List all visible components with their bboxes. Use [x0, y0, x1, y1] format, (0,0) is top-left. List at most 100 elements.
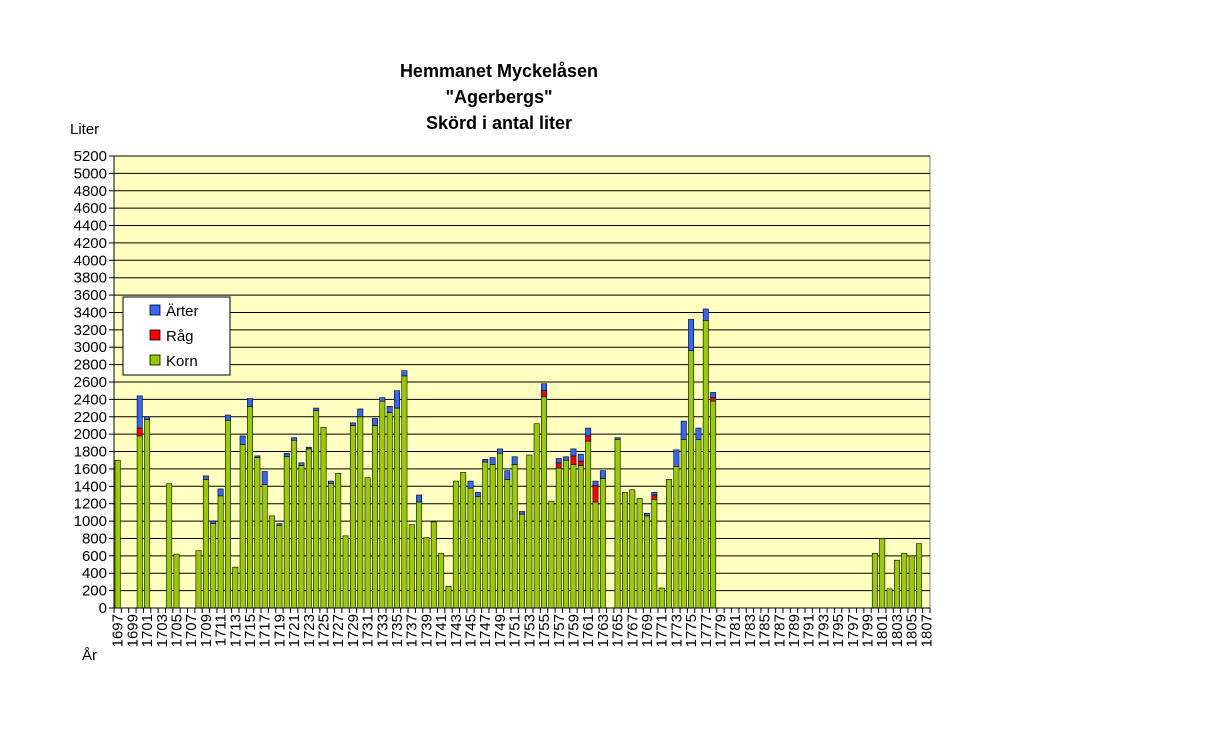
x-tick-label: 1735	[389, 614, 406, 647]
x-tick-label: 1729	[345, 614, 362, 647]
x-tick-label: 1723	[301, 614, 318, 647]
bar-1748	[489, 457, 496, 609]
bar-segment-korn	[570, 464, 577, 609]
bar-segment-korn	[629, 489, 636, 609]
bar-segment-korn	[305, 448, 312, 609]
bar-1741	[438, 552, 445, 609]
bar-segment-korn	[372, 425, 378, 609]
bar-1735	[394, 390, 400, 609]
bar-segment-korn	[577, 465, 584, 609]
bar-segment-korn	[430, 521, 437, 609]
bar-segment-korn	[254, 457, 261, 609]
bar-1776	[695, 427, 702, 609]
bar-segment-korn	[195, 550, 202, 609]
bar-segment-korn	[636, 498, 643, 609]
y-tick-labels: 0200400600800100012001400160018002000220…	[74, 148, 107, 617]
bar-1724	[313, 407, 320, 609]
bar-segment-arter	[305, 446, 312, 450]
x-tick-label: 1807	[918, 614, 935, 647]
x-tick-label: 1795	[830, 614, 847, 647]
bar-1715	[247, 398, 253, 609]
bar-segment-korn	[114, 459, 121, 609]
bar-1767	[629, 489, 636, 609]
bar-segment-arter	[614, 437, 621, 440]
bar-1800	[871, 552, 878, 609]
legend-label: Ärter	[166, 303, 199, 320]
bar-segment-korn	[298, 465, 305, 609]
bar-segment-korn	[901, 552, 908, 609]
y-tick-label: 4200	[74, 235, 107, 252]
bar-segment-arter	[585, 427, 592, 437]
x-tick-label: 1765	[610, 614, 627, 647]
bar-segment-arter	[136, 395, 143, 429]
bar-1766	[621, 492, 628, 609]
x-tick-label: 1745	[463, 614, 480, 647]
bar-segment-arter	[688, 319, 695, 352]
bar-segment-korn	[349, 425, 356, 609]
bar-1723	[305, 446, 312, 609]
x-tick-label: 1711	[213, 614, 230, 646]
y-tick-label: 4800	[74, 183, 107, 200]
bar-1729	[349, 422, 356, 609]
bar-segment-korn	[474, 496, 481, 609]
x-tick-label: 1759	[565, 614, 582, 647]
bar-segment-arter	[592, 480, 599, 486]
bar-1742	[445, 585, 452, 609]
bar-1711	[217, 488, 224, 609]
bar-segment-korn	[386, 412, 393, 609]
x-tick-label: 1785	[757, 614, 774, 647]
bar-segment-arter	[482, 459, 489, 463]
x-tick-label: 1751	[507, 614, 524, 647]
bar-segment-korn	[394, 407, 400, 609]
x-tick-label: 1791	[801, 614, 818, 647]
bar-1725	[320, 426, 327, 609]
bar-1763	[599, 470, 606, 609]
y-tick-label: 3400	[74, 304, 107, 321]
bar-segment-korn	[489, 464, 496, 609]
bar-segment-korn	[702, 319, 709, 609]
y-tick-label: 3800	[74, 270, 107, 287]
bar-segment-korn	[541, 396, 548, 609]
x-tick-label: 1769	[639, 614, 656, 647]
y-tick-label: 400	[82, 565, 107, 582]
bar-1761	[585, 427, 592, 609]
x-tick-label: 1779	[712, 614, 729, 647]
x-tick-label: 1775	[683, 614, 700, 647]
bar-1805	[908, 555, 915, 609]
bar-1712	[224, 414, 231, 609]
bar-segment-korn	[379, 400, 386, 609]
bar-segment-korn	[680, 439, 687, 609]
bar-segment-arter	[247, 398, 253, 407]
bar-1806	[916, 543, 922, 609]
y-tick-label: 2600	[74, 374, 107, 391]
bar-1726	[327, 480, 334, 609]
bar-segment-korn	[621, 492, 628, 609]
y-tick-label: 4400	[74, 218, 107, 235]
bar-segment-korn	[342, 535, 349, 609]
bar-segment-korn	[166, 483, 173, 609]
bar-segment-arter	[467, 480, 474, 489]
bar-segment-korn	[599, 478, 606, 609]
x-tick-label: 1709	[198, 614, 215, 647]
bar-segment-korn	[467, 487, 474, 609]
bar-1759	[570, 448, 577, 609]
bar-segment-korn	[585, 440, 592, 609]
bar-1740	[430, 521, 437, 609]
bar-segment-korn	[416, 501, 423, 609]
bar-segment-korn	[144, 419, 151, 609]
bar-segment-korn	[666, 479, 672, 609]
x-tick-label: 1741	[433, 614, 450, 647]
bar-segment-korn	[644, 515, 650, 609]
bar-1745	[467, 480, 474, 609]
bar-segment-korn	[202, 479, 209, 609]
bar-1716	[254, 455, 261, 609]
bar-segment-arter	[379, 397, 386, 402]
bar-segment-korn	[526, 454, 533, 609]
bar-segment-korn	[217, 495, 224, 609]
bar-segment-arter	[570, 448, 577, 457]
bar-1746	[474, 492, 481, 609]
bar-segment-korn	[173, 553, 180, 609]
bar-segment-korn	[614, 439, 621, 609]
bar-segment-korn	[291, 439, 298, 609]
bar-segment-arter	[261, 471, 268, 485]
